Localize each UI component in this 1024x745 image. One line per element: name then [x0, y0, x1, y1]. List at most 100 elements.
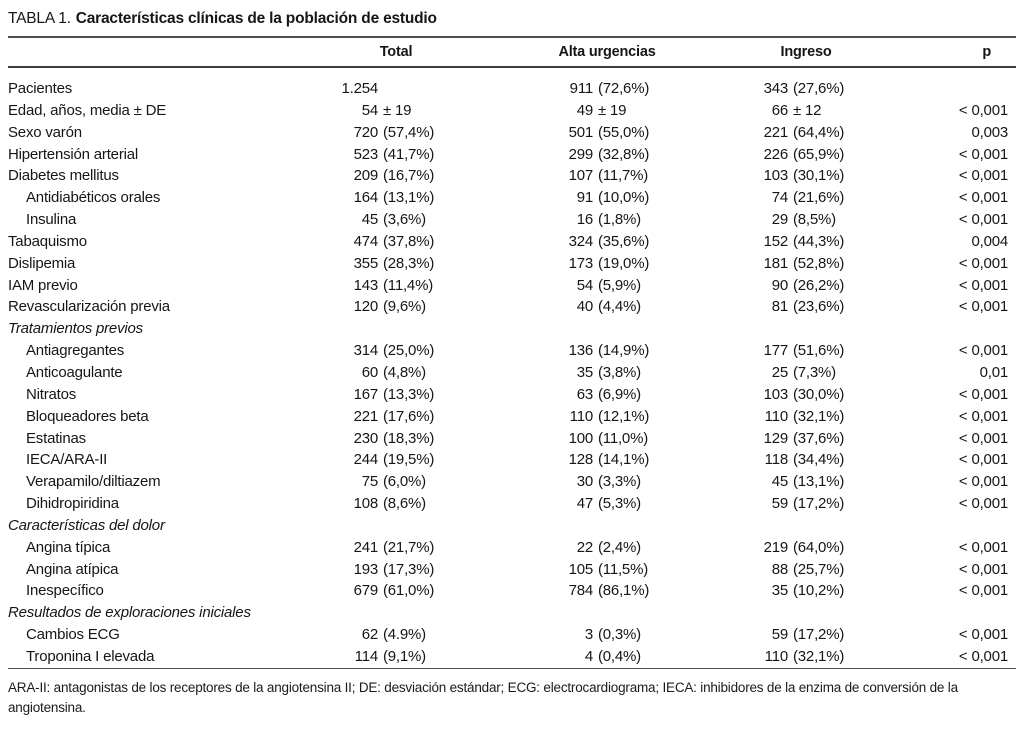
cell-alta: 49 ± 19 [576, 101, 627, 119]
row-label: IECA/ARA-II [26, 451, 108, 469]
cell-ingreso: 181 (52,8%) [763, 254, 845, 272]
table-title-text: Características clínicas de la población… [75, 10, 437, 27]
cell-ingreso: 74 (21,6%) [771, 189, 845, 207]
cell-p: < 0,001 [958, 189, 1008, 207]
cell-ingreso: 88 (25,7%) [771, 560, 845, 578]
cell-total: 523 (41,7%) [353, 145, 435, 163]
table-row: Troponina I elevada 114 (9,1%) 4 (0,4%) 110 (3… [8, 646, 1016, 668]
row-label: IAM previo [8, 276, 78, 294]
column-header-total: Total [379, 44, 413, 60]
column-header-ingreso: Ingreso [780, 44, 832, 60]
table-row: Hipertensión arterial 523 (41,7%) 299 (32,8%… [8, 144, 1016, 166]
cell-total [340, 318, 452, 340]
cell-p [864, 602, 1016, 624]
table-number: TABLA 1. [8, 10, 71, 27]
table-row: Tratamientos previos [8, 318, 1016, 340]
table-row: Antiagregantes 314 (25,0%) 136 (14,9%) 177 (51… [8, 340, 1016, 362]
cell-total: 720 (57,4%) [353, 123, 435, 141]
cell-ingreso: 90 (26,2%) [771, 276, 845, 294]
cell-ingreso: 35 (10,2%) [771, 582, 845, 600]
cell-ingreso: 29 (8,5%) [771, 211, 836, 229]
top-rule [8, 36, 1016, 38]
row-label: Angina atípica [26, 560, 119, 578]
cell-ingreso: 81 (23,6%) [771, 298, 845, 316]
cell-alta [452, 602, 667, 624]
row-label: Dislipemia [8, 254, 76, 272]
row-label: Antidiabéticos orales [26, 189, 161, 207]
cell-alta: 107 (11,7%) [568, 167, 649, 185]
table-row: Características del dolor [8, 515, 1016, 537]
cell-total: 209 (16,7%) [353, 167, 435, 185]
table-title: TABLA 1. Características clínicas de la p… [8, 8, 1016, 30]
cell-alta [452, 318, 667, 340]
table-row: Edad, años, media ± DE 54 ± 19 49 ± 19 66 ± 12… [8, 100, 1016, 122]
cell-alta: 63 (6,9%) [576, 385, 641, 403]
cell-p: < 0,001 [958, 451, 1008, 469]
cell-ingreso: 118 (34,4%) [764, 451, 845, 469]
cell-alta: 324 (35,6%) [568, 232, 650, 250]
cell-total [340, 515, 452, 537]
row-label: Cambios ECG [26, 626, 120, 644]
cell-p [864, 78, 1016, 100]
cell-alta: 54 (5,9%) [576, 276, 641, 294]
cell-p: < 0,001 [958, 647, 1008, 665]
row-label: Verapamilo/diltiazem [26, 473, 161, 491]
table-row: Cambios ECG 62 (4.9%) 3 (0,3%) 59 (17,2%) < 0,0… [8, 624, 1016, 646]
cell-alta: 16 (1,8%) [576, 211, 641, 229]
cell-p: < 0,001 [958, 254, 1008, 272]
cell-alta: 100 (11,0%) [568, 429, 649, 447]
cell-alta: 105 (11,5%) [568, 560, 649, 578]
cell-total: 120 (9,6%) [353, 298, 427, 316]
cell-ingreso: 129 (37,6%) [763, 429, 845, 447]
cell-total [340, 602, 452, 624]
cell-alta: 173 (19,0%) [568, 254, 650, 272]
cell-total: 355 (28,3%) [353, 254, 435, 272]
cell-alta: 47 (5,3%) [576, 495, 641, 513]
table-page: TABLA 1. Características clínicas de la p… [0, 8, 1024, 718]
cell-ingreso: 343 (27,6%) [763, 80, 845, 97]
cell-p: < 0,001 [958, 145, 1008, 163]
cell-ingreso: 103 (30,1%) [763, 167, 845, 185]
bottom-rule [8, 667, 1016, 669]
cell-ingreso: 66 ± 12 [771, 101, 822, 119]
cell-alta: 40 (4,4%) [576, 298, 641, 316]
cell-p: < 0,001 [958, 211, 1008, 229]
row-label: Características del dolor [8, 516, 165, 534]
table-row: Diabetes mellitus 209 (16,7%) 107 (11,7%) 103… [8, 165, 1016, 187]
cell-alta: 501 (55,0%) [568, 123, 650, 141]
table-header-row: Total Alta urgencias Ingreso p [8, 38, 1016, 66]
column-header-p: p [982, 44, 991, 60]
cell-p: < 0,001 [958, 385, 1008, 403]
cell-ingreso: 25 (7,3%) [771, 363, 836, 381]
cell-ingreso [667, 318, 864, 340]
cell-ingreso [667, 515, 864, 537]
table-row: Anticoagulante 60 (4,8%) 35 (3,8%) 25 (7,3%) 0,… [8, 362, 1016, 384]
cell-alta: 35 (3,8%) [576, 363, 641, 381]
cell-total: 314 (25,0%) [353, 342, 435, 360]
cell-p: < 0,001 [958, 560, 1008, 578]
cell-alta: 911 (72,6%) [569, 80, 650, 97]
cell-p: < 0,001 [958, 298, 1008, 316]
table-row: Dihidropiridina 108 (8,6%) 47 (5,3%) 59 (17,2%… [8, 493, 1016, 515]
cell-ingreso: 59 (17,2%) [771, 495, 845, 513]
cell-p: < 0,001 [958, 101, 1008, 119]
column-header-label [8, 38, 340, 66]
cell-p: < 0,001 [958, 582, 1008, 600]
cell-alta [452, 515, 667, 537]
cell-total: 143 (11,4%) [353, 276, 434, 294]
row-label: Tratamientos previos [8, 320, 143, 338]
table-row: Dislipemia 355 (28,3%) 173 (19,0%) 181 (52,8%)… [8, 253, 1016, 275]
row-label: Troponina I elevada [26, 647, 155, 665]
row-label: Estatinas [26, 429, 86, 447]
table-row: Angina típica 241 (21,7%) 22 (2,4%) 219 (64,0%… [8, 537, 1016, 559]
row-label: Hipertensión arterial [8, 145, 139, 163]
cell-p [864, 318, 1016, 340]
cell-p: < 0,001 [958, 407, 1008, 425]
cell-alta: 136 (14,9%) [568, 342, 650, 360]
cell-alta: 3 (0,3%) [584, 626, 641, 644]
row-label: Bloqueadores beta [26, 407, 149, 425]
cell-total: 45 (3,6%) [361, 211, 426, 229]
row-label: Pacientes [8, 80, 73, 97]
cell-total: 54 ± 19 [361, 101, 412, 119]
cell-p: < 0,001 [958, 538, 1008, 556]
